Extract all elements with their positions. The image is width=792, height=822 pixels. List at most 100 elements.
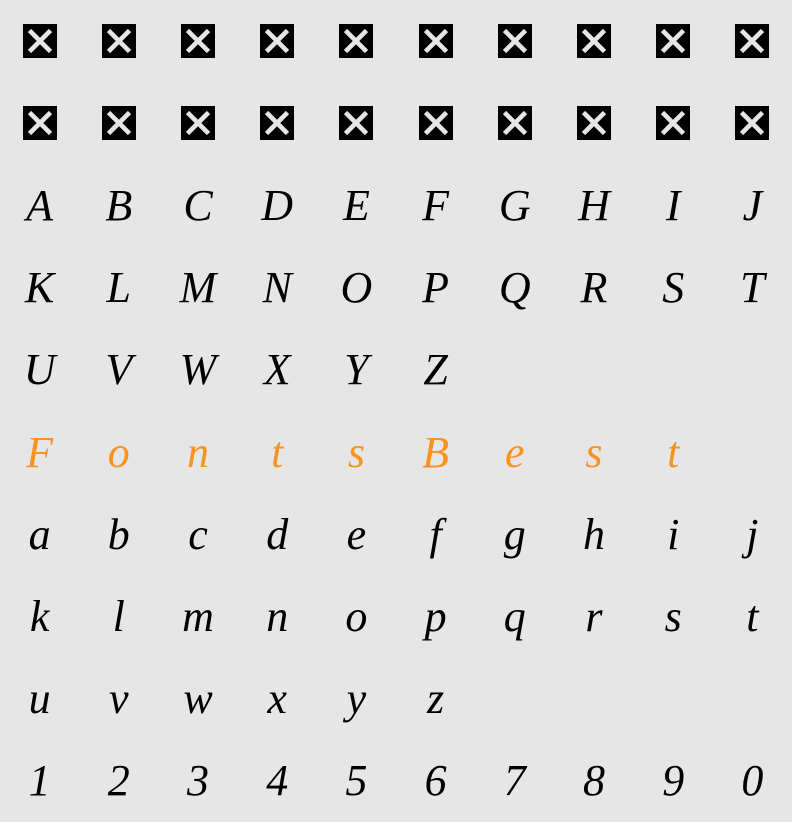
glyph-cell (239, 83, 316, 163)
glyph-char: m (182, 591, 214, 642)
glyph-char: T (740, 262, 764, 313)
notdef-icon (181, 106, 215, 140)
glyph-cell: d (239, 494, 316, 574)
glyph-cell: 0 (714, 741, 791, 821)
glyph-char: P (422, 262, 449, 313)
glyph-cell (1, 1, 78, 81)
glyph-cell: w (159, 659, 236, 739)
glyph-cell: L (80, 248, 157, 328)
glyph-char: h (583, 509, 605, 560)
glyph-cell: t (714, 576, 791, 656)
glyph-cell: a (1, 494, 78, 574)
glyph-cell: G (476, 165, 553, 245)
glyph-char: q (504, 591, 526, 642)
glyph-cell: O (318, 248, 395, 328)
glyph-char: v (109, 673, 129, 724)
glyph-cell: l (80, 576, 157, 656)
glyph-cell: M (159, 248, 236, 328)
glyph-char: R (581, 262, 608, 313)
glyph-char: 2 (108, 755, 130, 806)
glyph-char: Q (499, 262, 531, 313)
glyph-cell: p (397, 576, 474, 656)
glyph-char: W (180, 344, 217, 395)
notdef-icon (102, 106, 136, 140)
glyph-cell: e (476, 412, 553, 492)
glyph-cell: R (555, 248, 632, 328)
notdef-icon (23, 106, 57, 140)
glyph-char: 6 (425, 755, 447, 806)
glyph-char: L (107, 262, 131, 313)
glyph-cell (318, 83, 395, 163)
glyph-char: 4 (266, 755, 288, 806)
glyph-cell (714, 659, 791, 739)
glyph-char: Z (423, 344, 447, 395)
glyph-cell (80, 1, 157, 81)
glyph-cell: B (397, 412, 474, 492)
glyph-char: 7 (504, 755, 526, 806)
glyph-cell: b (80, 494, 157, 574)
glyph-cell: Q (476, 248, 553, 328)
glyph-cell: 4 (239, 741, 316, 821)
glyph-cell: s (555, 412, 632, 492)
glyph-char: f (429, 509, 441, 560)
notdef-icon (181, 24, 215, 58)
glyph-cell: y (318, 659, 395, 739)
glyph-cell: 9 (635, 741, 712, 821)
notdef-icon (102, 24, 136, 58)
glyph-cell (397, 1, 474, 81)
glyph-char: e (505, 427, 525, 478)
glyph-cell: z (397, 659, 474, 739)
glyph-cell: Y (318, 330, 395, 410)
glyph-char: Y (344, 344, 368, 395)
glyph-char: F (422, 180, 449, 231)
glyph-char: N (263, 262, 292, 313)
glyph-char: t (271, 427, 283, 478)
glyph-char: O (341, 262, 373, 313)
glyph-cell (476, 330, 553, 410)
glyph-char: S (662, 262, 684, 313)
glyph-char: 1 (29, 755, 51, 806)
glyph-cell (476, 1, 553, 81)
notdef-icon (656, 24, 690, 58)
glyph-grid: ABCDEFGHIJKLMNOPQRSTUVWXYZFontsBestabcde… (0, 0, 792, 822)
glyph-cell (476, 659, 553, 739)
glyph-cell: m (159, 576, 236, 656)
glyph-cell (318, 1, 395, 81)
glyph-cell (1, 83, 78, 163)
glyph-cell: I (635, 165, 712, 245)
glyph-char: K (25, 262, 54, 313)
glyph-char: i (667, 509, 679, 560)
glyph-cell: x (239, 659, 316, 739)
glyph-cell: N (239, 248, 316, 328)
notdef-icon (735, 106, 769, 140)
glyph-cell (714, 83, 791, 163)
glyph-char: g (504, 509, 526, 560)
glyph-cell: J (714, 165, 791, 245)
glyph-cell: K (1, 248, 78, 328)
glyph-char: I (666, 180, 681, 231)
notdef-icon (498, 106, 532, 140)
glyph-char: E (343, 180, 370, 231)
notdef-icon (339, 24, 373, 58)
glyph-cell: v (80, 659, 157, 739)
glyph-cell: W (159, 330, 236, 410)
glyph-char: B (422, 427, 449, 478)
notdef-icon (23, 24, 57, 58)
glyph-cell: t (635, 412, 712, 492)
glyph-cell (80, 83, 157, 163)
notdef-icon (577, 24, 611, 58)
glyph-cell (555, 330, 632, 410)
glyph-cell (714, 1, 791, 81)
glyph-cell: j (714, 494, 791, 574)
glyph-cell (555, 1, 632, 81)
glyph-char: X (264, 344, 291, 395)
glyph-cell: o (80, 412, 157, 492)
glyph-char: 8 (583, 755, 605, 806)
notdef-icon (260, 106, 294, 140)
glyph-cell (159, 1, 236, 81)
glyph-cell (555, 659, 632, 739)
glyph-cell: B (80, 165, 157, 245)
glyph-char: V (105, 344, 132, 395)
glyph-char: w (183, 673, 212, 724)
glyph-cell (397, 83, 474, 163)
